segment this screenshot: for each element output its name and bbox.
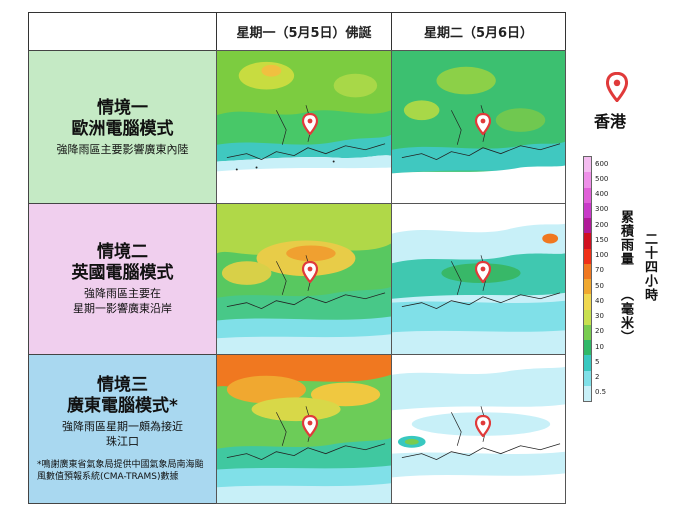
colorbar-tick-label: 300 <box>595 205 609 214</box>
map-scenario-2-monday <box>216 203 392 355</box>
scenario-3-desc-line1: 強降雨區星期一頗為接近 <box>62 420 183 433</box>
footnote: *鳴謝廣東省氣象局提供中國氣象局南海颱風數值預報系統(CMA-TRAMS)數據 <box>37 460 204 482</box>
colorbar-tick-label: 500 <box>595 174 609 183</box>
scenario-3-desc-line2: 珠江口 <box>106 435 139 448</box>
colorbar-segment <box>584 187 591 203</box>
colorbar-segment <box>584 263 591 279</box>
unit-millimetres: （毫米） <box>618 288 633 344</box>
location-pin-icon <box>475 415 491 437</box>
scenario-1-desc: 強降雨區主要影響廣東內陸 <box>56 142 189 156</box>
colorbar-segment <box>584 279 591 295</box>
colorbar-tick-label: 10 <box>595 342 604 351</box>
scenario-1-number: 情境一 <box>97 97 148 118</box>
colorbar-segment <box>584 370 591 386</box>
scenario-1-model: 歐洲電腦模式 <box>71 118 174 139</box>
colorbar-tick-label: 600 <box>595 159 609 168</box>
header-monday: 星期一（5月5日）佛誕 <box>216 12 392 51</box>
colorbar-tick-label: 0.5 <box>595 388 607 397</box>
colorbar-tick-label: 70 <box>595 266 604 275</box>
scenario-2-model: 英國電腦模式 <box>71 263 174 283</box>
location-pin-icon <box>475 113 491 135</box>
location-pin-icon <box>475 261 491 283</box>
colorbar-segment <box>584 157 591 173</box>
location-pin-icon <box>302 415 318 437</box>
scenario-grid: 星期一（5月5日）佛誕 星期二（5月6日） 情境一 歐洲電腦模式 強降雨區主要影… <box>28 12 566 504</box>
colorbar-tick-label: 100 <box>595 251 609 260</box>
rainfall-colorbar <box>583 156 592 402</box>
colorbar-segment <box>584 324 591 340</box>
colorbar-tick-label: 40 <box>595 296 604 305</box>
colorbar-segment <box>584 340 591 356</box>
colorbar-segment <box>584 294 591 310</box>
colorbar-tick-label: 50 <box>595 281 604 290</box>
scenario-2-label: 情境二 英國電腦模式 強降雨區主要在 星期一影響廣東沿岸 <box>28 203 217 355</box>
colorbar-tick-label: 5 <box>595 357 600 366</box>
location-pin-icon <box>302 261 318 283</box>
map-scenario-1-monday <box>216 50 392 204</box>
colorbar-tick-label: 200 <box>595 220 609 229</box>
colorbar-segment <box>584 172 591 188</box>
colorbar-segment <box>584 202 591 218</box>
colorbar-segment <box>584 218 591 234</box>
scenario-3-number: 情境三 <box>97 375 148 395</box>
location-pin-icon <box>302 113 318 135</box>
colorbar-tick-label: 20 <box>595 327 604 336</box>
header-tuesday: 星期二（5月6日） <box>391 12 566 51</box>
colorbar-tick-label: 30 <box>595 312 604 321</box>
scenario-1-label: 情境一 歐洲電腦模式 強降雨區主要影響廣東內陸 <box>28 50 217 204</box>
scenario-2-desc-line1: 強降雨區主要在 <box>84 287 161 300</box>
scenario-2-desc-line2: 星期一影響廣東沿岸 <box>73 302 172 315</box>
legend-location-pin-icon <box>606 72 628 102</box>
colorbar-segment <box>584 385 591 401</box>
colorbar-segment <box>584 248 591 264</box>
map-scenario-2-tuesday <box>391 203 566 355</box>
colorbar-segment <box>584 355 591 371</box>
unit-accumulated-rainfall: 累積雨量 <box>618 210 633 266</box>
map-scenario-3-tuesday <box>391 354 566 504</box>
scenario-3-model: 廣東電腦模式* <box>67 396 178 416</box>
colorbar-tick-label: 400 <box>595 190 609 199</box>
header-blank-cell <box>28 12 217 51</box>
colorbar-tick-label: 2 <box>595 373 600 382</box>
scenario-2-number: 情境二 <box>97 242 148 262</box>
colorbar-tick-label: 150 <box>595 235 609 244</box>
scenario-3-label: 情境三 廣東電腦模式* 強降雨區星期一頗為接近 珠江口 *鳴謝廣東省氣象局提供中… <box>28 354 217 504</box>
unit-24-hour: 二十四小時 <box>642 232 657 302</box>
hong-kong-label: 香港 <box>594 112 627 131</box>
colorbar-segment <box>584 309 591 325</box>
colorbar-segment <box>584 233 591 249</box>
